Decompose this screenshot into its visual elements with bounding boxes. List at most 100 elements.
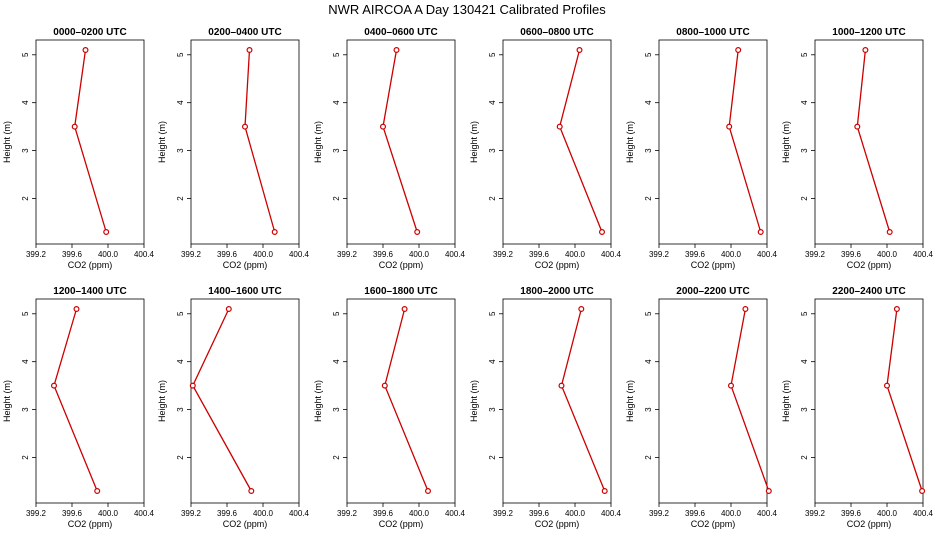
y-tick-label: 4 bbox=[21, 100, 30, 105]
panel-5: 0800–1000 UTC 399.2 399.6 400.0 400.4 2 3 4 5 CO2… bbox=[625, 27, 778, 270]
x-tick-label: 400.0 bbox=[98, 509, 119, 518]
panel-title: 1000–1200 UTC bbox=[832, 27, 905, 38]
y-tick-label: 2 bbox=[176, 455, 185, 460]
data-point bbox=[50, 382, 57, 389]
data-point bbox=[742, 306, 749, 313]
profile-line bbox=[559, 49, 603, 233]
y-axis-label: Height (m) bbox=[157, 121, 167, 163]
x-tick-label: 399.6 bbox=[529, 250, 550, 259]
data-point bbox=[558, 382, 565, 389]
plot-frame bbox=[502, 39, 612, 245]
y-tick-label: 5 bbox=[21, 52, 30, 57]
y-tick-label: 2 bbox=[488, 455, 497, 460]
x-tick-label: 399.6 bbox=[685, 250, 706, 259]
y-tick-label: 3 bbox=[644, 148, 653, 153]
x-tick-label: 399.2 bbox=[181, 250, 202, 259]
y-tick-label: 3 bbox=[176, 407, 185, 412]
y-tick-label: 2 bbox=[800, 196, 809, 201]
panel-9: 1600–1800 UTC 399.2 399.6 400.0 400.4 2 3 4 5 CO2… bbox=[313, 286, 466, 529]
panel-title: 1200–1400 UTC bbox=[53, 286, 126, 297]
x-tick-label: 399.6 bbox=[217, 250, 238, 259]
x-tick-label: 399.6 bbox=[841, 509, 862, 518]
panel-10: 1800–2000 UTC 399.2 399.6 400.0 400.4 2 3 4 5 CO2… bbox=[469, 286, 622, 529]
plot-frame bbox=[502, 298, 612, 504]
x-tick-label: 399.2 bbox=[26, 509, 47, 518]
panel-title: 0800–1000 UTC bbox=[676, 27, 749, 38]
x-tick-label: 399.2 bbox=[649, 250, 670, 259]
y-tick-label: 2 bbox=[21, 196, 30, 201]
x-tick-label: 400.4 bbox=[757, 509, 778, 518]
data-point bbox=[601, 488, 608, 495]
y-axis-label: Height (m) bbox=[313, 380, 323, 422]
x-tick-label: 399.2 bbox=[805, 509, 826, 518]
data-point bbox=[862, 46, 869, 53]
data-point bbox=[576, 46, 583, 53]
x-tick-label: 399.2 bbox=[337, 250, 358, 259]
panel-title: 0000–0200 UTC bbox=[53, 27, 126, 38]
plot-frame bbox=[35, 298, 145, 504]
y-tick-label: 3 bbox=[800, 148, 809, 153]
data-point bbox=[94, 488, 101, 495]
y-tick-label: 4 bbox=[644, 359, 653, 364]
y-tick-label: 2 bbox=[644, 455, 653, 460]
data-point bbox=[71, 123, 78, 130]
x-tick-label: 399.2 bbox=[805, 250, 826, 259]
x-tick-label: 400.0 bbox=[721, 250, 742, 259]
x-tick-label: 399.6 bbox=[685, 509, 706, 518]
y-axis-label: Height (m) bbox=[625, 121, 635, 163]
data-point bbox=[425, 488, 432, 495]
y-tick-label: 4 bbox=[800, 100, 809, 105]
x-tick-label: 400.0 bbox=[565, 250, 586, 259]
y-tick-label: 3 bbox=[488, 148, 497, 153]
profile-line bbox=[730, 308, 770, 492]
y-tick-label: 3 bbox=[21, 148, 30, 153]
profile-line bbox=[728, 49, 762, 233]
y-tick-label: 4 bbox=[644, 100, 653, 105]
y-tick-label: 3 bbox=[176, 148, 185, 153]
panel-12: 2200–2400 UTC 399.2 399.6 400.0 400.4 2 3 4 5 CO2… bbox=[781, 286, 934, 529]
x-tick-label: 399.6 bbox=[841, 250, 862, 259]
x-axis-label: CO2 (ppm) bbox=[535, 260, 580, 270]
y-tick-label: 5 bbox=[644, 52, 653, 57]
plot-frame bbox=[346, 298, 456, 504]
x-axis-label: CO2 (ppm) bbox=[68, 260, 113, 270]
x-tick-label: 399.6 bbox=[373, 509, 394, 518]
y-axis-label: Height (m) bbox=[2, 121, 12, 163]
x-axis-label: CO2 (ppm) bbox=[691, 260, 736, 270]
panel-title: 0600–0800 UTC bbox=[520, 27, 593, 38]
x-tick-label: 400.4 bbox=[913, 509, 934, 518]
x-axis-label: CO2 (ppm) bbox=[223, 260, 268, 270]
panel-title: 1600–1800 UTC bbox=[364, 286, 437, 297]
x-axis-label: CO2 (ppm) bbox=[847, 519, 892, 529]
x-tick-label: 400.4 bbox=[134, 250, 155, 259]
panel-title: 1400–1600 UTC bbox=[208, 286, 281, 297]
profile-line bbox=[244, 49, 276, 233]
panel-title: 1800–2000 UTC bbox=[520, 286, 593, 297]
plot-frame bbox=[346, 39, 456, 245]
x-axis-label: CO2 (ppm) bbox=[379, 519, 424, 529]
x-tick-label: 400.0 bbox=[98, 250, 119, 259]
data-point bbox=[598, 229, 605, 236]
data-point bbox=[893, 306, 900, 313]
y-axis-label: Height (m) bbox=[157, 380, 167, 422]
data-point bbox=[726, 123, 733, 130]
y-tick-label: 5 bbox=[21, 311, 30, 316]
y-tick-label: 2 bbox=[488, 196, 497, 201]
x-tick-label: 400.4 bbox=[445, 509, 466, 518]
figure-title: NWR AIRCOA A Day 130421 Calibrated Profi… bbox=[328, 2, 606, 17]
y-tick-label: 5 bbox=[488, 52, 497, 57]
plot-frame bbox=[658, 298, 768, 504]
data-point bbox=[765, 488, 772, 495]
panel-3: 0400–0600 UTC 399.2 399.6 400.0 400.4 2 3 4 5 CO2… bbox=[313, 27, 466, 270]
panel-8: 1400–1600 UTC 399.2 399.6 400.0 400.4 2 3 4 5 CO2… bbox=[157, 286, 310, 529]
data-point bbox=[82, 46, 89, 53]
y-tick-label: 4 bbox=[488, 359, 497, 364]
data-point bbox=[103, 229, 110, 236]
y-tick-label: 2 bbox=[644, 196, 653, 201]
y-tick-label: 5 bbox=[332, 52, 341, 57]
profile-line bbox=[856, 49, 891, 233]
data-point bbox=[727, 382, 734, 389]
plot-frame bbox=[190, 298, 300, 504]
x-tick-label: 400.0 bbox=[877, 509, 898, 518]
